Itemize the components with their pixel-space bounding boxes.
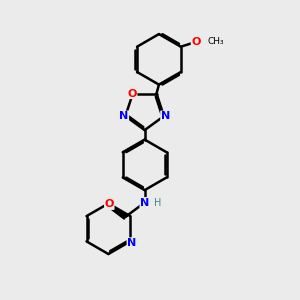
Text: N: N (140, 198, 149, 208)
Text: N: N (127, 238, 136, 248)
Text: CH₃: CH₃ (208, 38, 224, 46)
Text: O: O (128, 88, 137, 98)
Text: N: N (161, 111, 170, 121)
Text: H: H (154, 198, 161, 208)
Text: O: O (105, 200, 114, 209)
Text: O: O (191, 37, 201, 47)
Text: N: N (119, 111, 129, 121)
